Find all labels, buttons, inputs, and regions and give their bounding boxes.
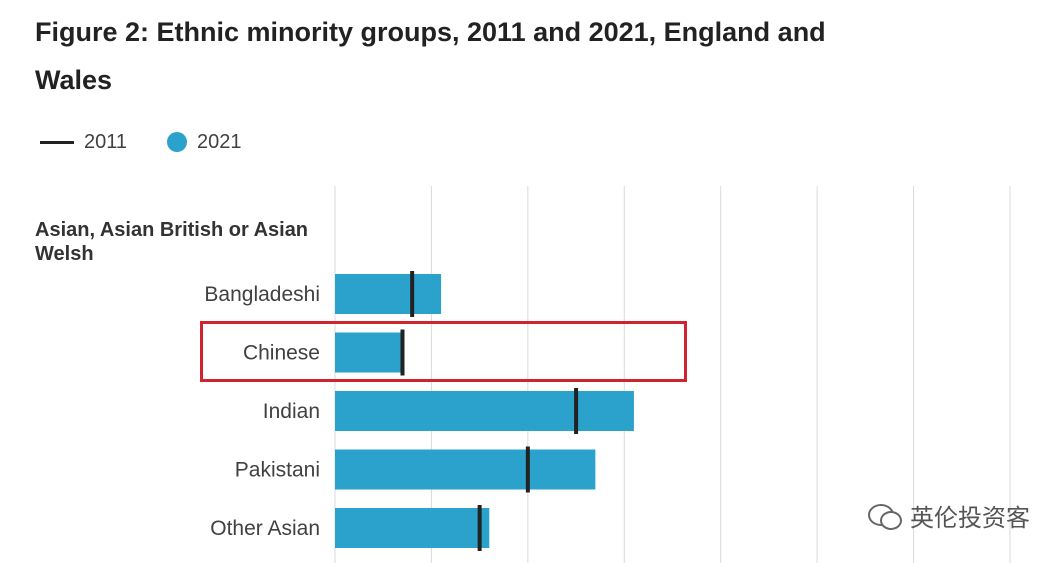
legend: 2011 2021 (40, 128, 242, 156)
watermark: 英伦投资客 (868, 498, 1030, 533)
bar-2021 (335, 391, 634, 431)
category-label: Other Asian (210, 517, 320, 540)
highlight-box (200, 321, 687, 382)
bar-2021 (335, 332, 403, 373)
category-label: Pakistani (235, 459, 320, 482)
category-label: Indian (263, 400, 320, 423)
legend-label-2011: 2011 (84, 130, 128, 153)
bar-2021 (335, 274, 442, 314)
watermark-text: 英伦投资客 (910, 505, 1030, 532)
group-label: Asian, Asian British or Asian Welsh (35, 219, 309, 265)
bar-2021 (335, 508, 490, 548)
chart-title: Figure 2: Ethnic minority groups, 2011 a… (35, 17, 826, 95)
legend-2011-line-icon (40, 140, 74, 144)
category-label: Bangladeshi (204, 283, 320, 306)
wechat-icon (868, 502, 902, 530)
bar-2021 (335, 449, 596, 490)
legend-label-2021: 2021 (197, 130, 242, 153)
legend-2021-dot-icon (167, 132, 188, 152)
category-label: Chinese (243, 342, 320, 365)
